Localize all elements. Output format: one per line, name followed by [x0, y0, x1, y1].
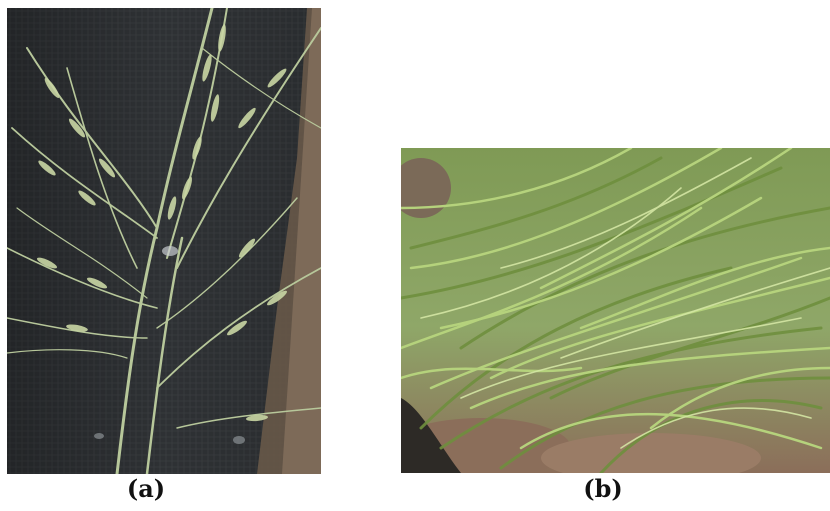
grass-panicle-photo	[7, 8, 321, 474]
panel-a-caption: (a)	[126, 474, 166, 503]
panel-b-image	[401, 148, 830, 473]
grass-field-photo	[401, 148, 830, 473]
panel-a-image	[7, 8, 321, 474]
panel-b-caption: (b)	[583, 474, 623, 503]
